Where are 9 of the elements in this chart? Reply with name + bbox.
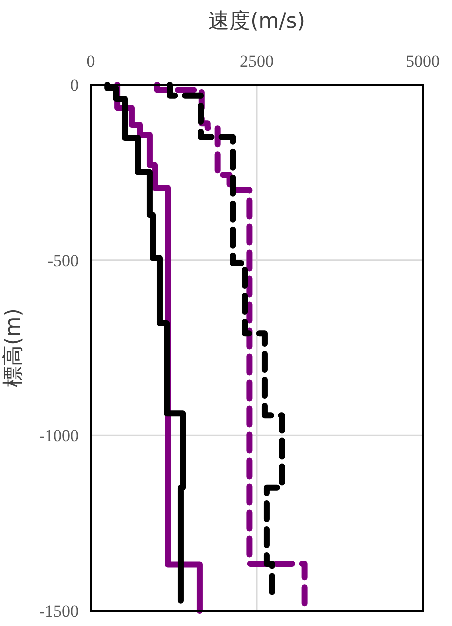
y-tick-label: 0 xyxy=(70,76,79,95)
x-tick-label: 5000 xyxy=(406,52,440,71)
y-tick-label: -1500 xyxy=(39,602,79,621)
y-tick-label: -1000 xyxy=(39,426,79,446)
x-tick-label: 2500 xyxy=(240,52,274,71)
y-tick-label: -500 xyxy=(48,251,79,270)
x-axis-title: 速度(m/s) xyxy=(208,9,306,33)
y-axis-title: 標高(m) xyxy=(1,308,25,388)
x-tick-label: 0 xyxy=(86,52,96,71)
